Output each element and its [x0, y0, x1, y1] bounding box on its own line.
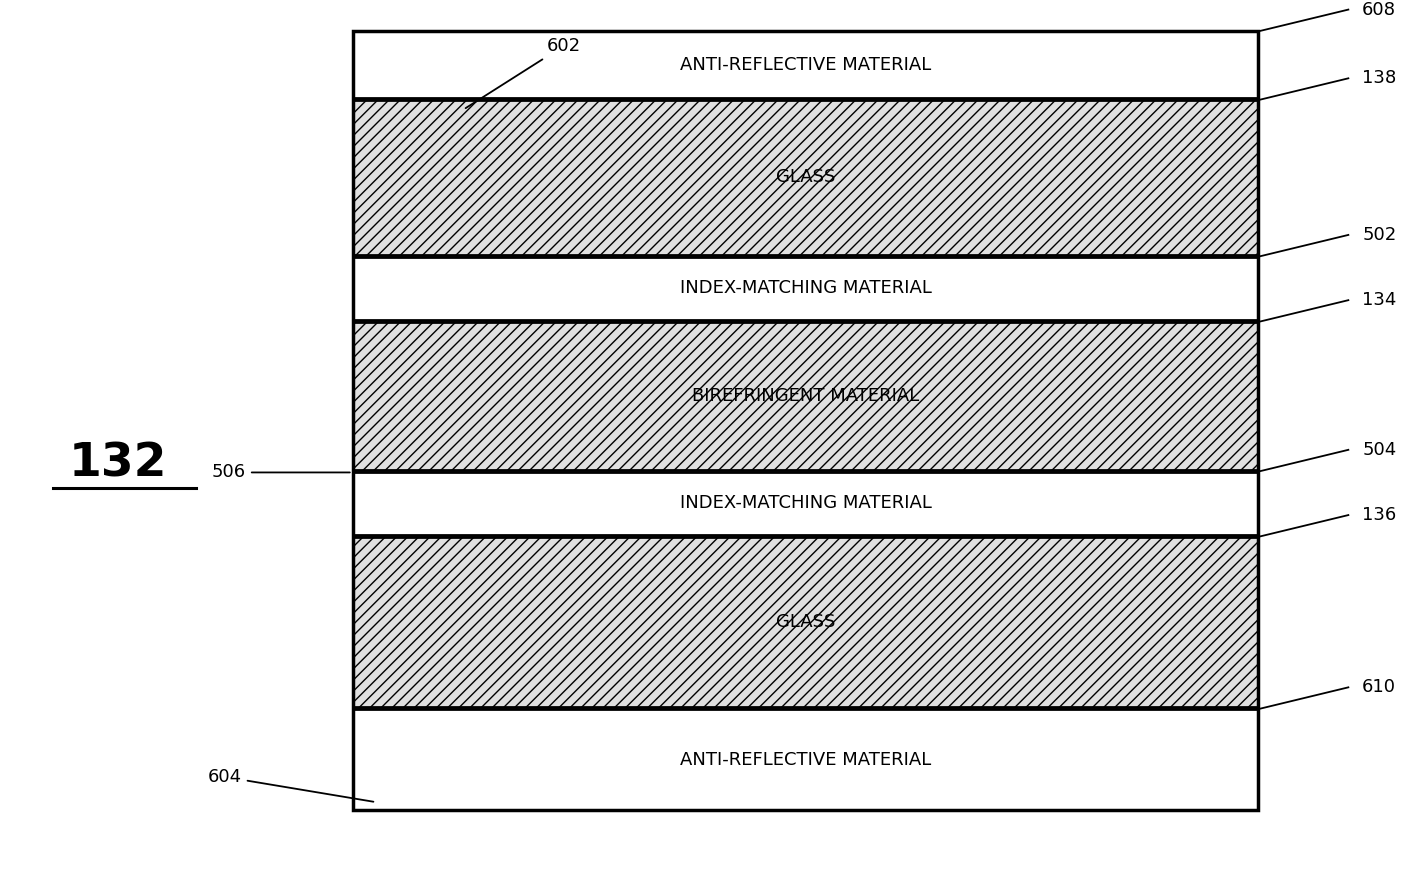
Text: 610: 610	[1362, 678, 1397, 696]
Text: 504: 504	[1362, 441, 1397, 459]
Text: ANTI-REFLECTIVE MATERIAL: ANTI-REFLECTIVE MATERIAL	[679, 751, 932, 768]
Bar	[353, 322, 1258, 470]
Bar	[353, 32, 1258, 98]
Text: BIREFRINGENT MATERIAL: BIREFRINGENT MATERIAL	[692, 387, 919, 405]
Text: 136: 136	[1362, 506, 1397, 524]
Text: 134: 134	[1362, 291, 1397, 310]
Text: 506: 506	[212, 463, 350, 481]
Text: INDEX-MATCHING MATERIAL: INDEX-MATCHING MATERIAL	[679, 280, 932, 297]
Bar	[353, 709, 1258, 810]
Text: 138: 138	[1362, 69, 1397, 88]
Bar	[353, 100, 1258, 255]
Text: GLASS: GLASS	[776, 168, 835, 187]
Text: 502: 502	[1362, 226, 1397, 244]
Text: GLASS: GLASS	[776, 613, 835, 631]
Bar	[353, 537, 1258, 708]
Bar	[353, 322, 1258, 470]
Bar	[353, 100, 1258, 255]
Text: 132: 132	[69, 441, 167, 486]
Text: 602: 602	[465, 37, 580, 108]
Bar	[353, 257, 1258, 320]
Bar	[353, 472, 1258, 535]
Text: 604: 604	[207, 768, 374, 802]
Text: 608: 608	[1362, 1, 1397, 18]
Bar	[353, 32, 1258, 810]
Text: INDEX-MATCHING MATERIAL: INDEX-MATCHING MATERIAL	[679, 495, 932, 512]
Text: ANTI-REFLECTIVE MATERIAL: ANTI-REFLECTIVE MATERIAL	[679, 56, 932, 74]
Bar	[353, 537, 1258, 708]
